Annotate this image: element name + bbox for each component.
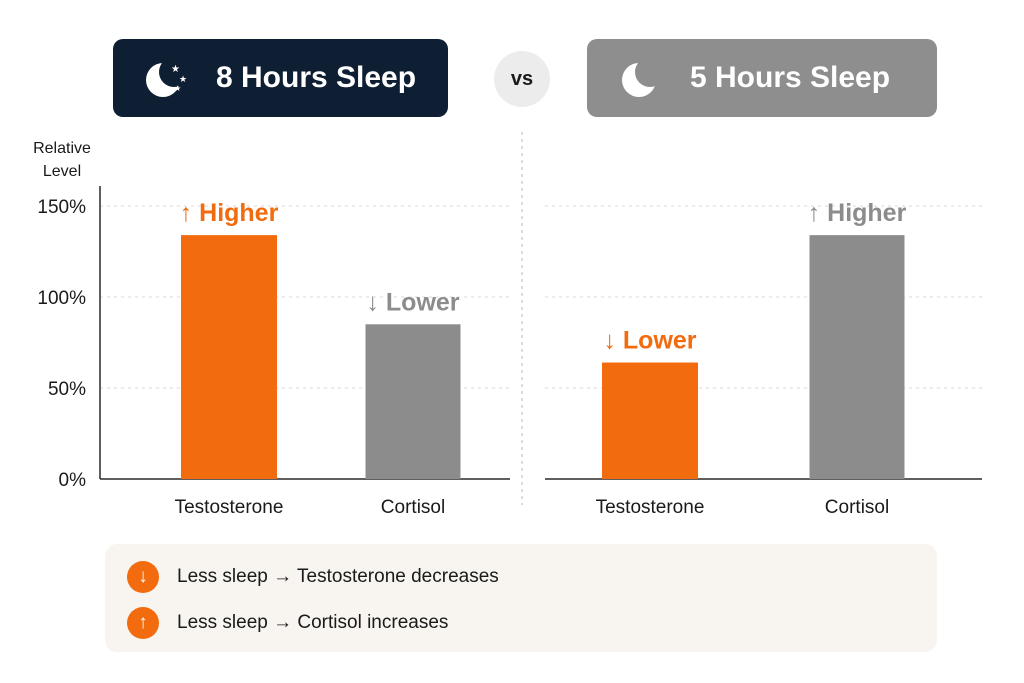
moon-stars-icon: ★ ★ ★ [146,57,189,97]
y-axis-label: Relative [33,140,91,157]
bar-cortisol [365,324,461,479]
svg-text:★: ★ [174,84,181,93]
y-tick-label: 100% [37,288,86,309]
bar-testosterone [602,362,698,479]
bar-annotation: ↓ Lower [603,327,696,355]
moon-icon [622,57,665,97]
bar-annotation: ↑ Higher [808,199,907,227]
y-tick-label: 0% [59,470,87,491]
bar-testosterone [181,235,277,479]
vs-badge: vs [494,51,550,107]
arrow-up-icon: ↑ [127,607,159,639]
bar-annotation: ↓ Lower [366,288,459,316]
y-tick-label: 150% [37,197,86,218]
header-5-hours: 5 Hours Sleep [587,39,937,117]
comparison-chart: Relative Level 0% 50% 100% 150% Testosterone ↑ … [33,132,982,518]
svg-text:★: ★ [179,75,187,85]
x-tick-label: Cortisol [381,497,445,518]
arrow-down-icon: ↓ [127,561,159,593]
legend-row-testosterone: ↓ Less sleep → Testosterone decreases [127,560,499,594]
bar-cortisol [809,235,905,479]
legend-row-cortisol: ↑ Less sleep → Cortisol increases [127,606,448,640]
legend-text: Less sleep → Testosterone decreases [177,566,499,587]
x-tick-label: Testosterone [175,497,284,518]
header-right-label: 5 Hours Sleep [690,61,891,94]
x-tick-label: Cortisol [825,497,889,518]
header-left-label: 8 Hours Sleep [216,61,417,94]
y-tick-label: 50% [48,379,86,400]
header-8-hours: ★ ★ ★ 8 Hours Sleep [113,39,448,117]
legend-box: ↓ Less sleep → Testosterone decreases ↑ … [105,544,937,652]
svg-text:★: ★ [171,64,180,75]
bar-annotation: ↑ Higher [180,199,279,227]
x-tick-label: Testosterone [596,497,705,518]
y-axis-label: Level [43,163,81,180]
legend-text: Less sleep → Cortisol increases [177,612,449,633]
